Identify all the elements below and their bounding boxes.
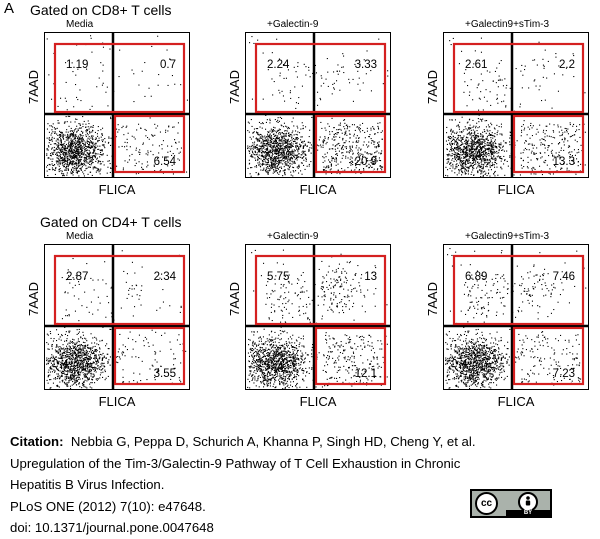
- condition-label: Media: [66, 231, 93, 242]
- quadrant-value-upper-left: 2.24: [267, 59, 289, 71]
- quadrant-value-upper-right: 7.46: [553, 271, 575, 283]
- gate-upper: [454, 44, 583, 112]
- citation-doi: doi: 10.1371/journal.pone.0047648: [10, 517, 476, 539]
- panel-letter: A: [4, 0, 14, 17]
- flow-plot: 2.24 3.33 20.9: [245, 32, 391, 178]
- quadrant-value-lower-right: 3.55: [154, 368, 176, 380]
- by-label: BY: [506, 510, 550, 517]
- quadrant-value-upper-left: 1.19: [66, 59, 88, 71]
- y-axis-label: 7AAD: [425, 70, 440, 104]
- y-axis-label: 7AAD: [26, 282, 41, 316]
- quadrant-value-lower-right: 7.23: [553, 368, 575, 380]
- y-axis-label: 7AAD: [425, 282, 440, 316]
- x-axis-label: FLICA: [443, 182, 589, 197]
- y-axis-label: 7AAD: [227, 282, 242, 316]
- flow-plot: 5.75 13 12.1: [245, 244, 391, 390]
- flow-plot: 1.19 0.7 6.54: [44, 32, 190, 178]
- condition-label: +Galectin9+sTim-3: [465, 19, 549, 30]
- quadrant-value-upper-right: 13: [364, 271, 377, 283]
- quadrant-value-lower-right: 12.1: [355, 368, 377, 380]
- quadrant-value-lower-right: 13.3: [553, 156, 575, 168]
- flow-plot: 2.87 2:34 3.55: [44, 244, 190, 390]
- section-title-cd4: Gated on CD4+ T cells: [40, 214, 182, 230]
- cc-icon: cc: [475, 492, 498, 515]
- citation-journal: PLoS ONE (2012) 7(10): e47648.: [10, 496, 476, 518]
- quadrant-value-upper-right: 0.7: [160, 59, 176, 71]
- condition-label: Media: [66, 19, 93, 30]
- flow-plot: 6.89 7.46 7.23: [443, 244, 589, 390]
- cc-by-icon: cc BY: [470, 489, 552, 518]
- gate-upper: [256, 256, 385, 324]
- x-axis-label: FLICA: [245, 182, 391, 197]
- y-axis-label: 7AAD: [227, 70, 242, 104]
- condition-label: +Galectin9+sTim-3: [465, 231, 549, 242]
- citation-block: Citation: Nebbia G, Peppa D, Schurich A,…: [10, 431, 476, 539]
- y-axis-label: 7AAD: [26, 70, 41, 104]
- person-icon: [518, 492, 538, 512]
- condition-label: +Galectin-9: [267, 19, 318, 30]
- quadrant-value-lower-right: 6.54: [154, 156, 176, 168]
- quadrant-value-upper-left: 5.75: [267, 271, 289, 283]
- citation-title-line1: Upregulation of the Tim-3/Galectin-9 Pat…: [10, 453, 476, 475]
- quadrant-value-upper-right: 2:34: [154, 271, 176, 283]
- quadrant-value-lower-right: 20.9: [355, 156, 377, 168]
- citation-authors: Nebbia G, Peppa D, Schurich A, Khanna P,…: [71, 434, 476, 449]
- x-axis-label: FLICA: [44, 394, 190, 409]
- quadrant-value-upper-right: 2.2: [559, 59, 575, 71]
- citation-label: Citation:: [10, 434, 63, 449]
- x-axis-label: FLICA: [245, 394, 391, 409]
- x-axis-label: FLICA: [44, 182, 190, 197]
- x-axis-label: FLICA: [443, 394, 589, 409]
- quadrant-value-upper-right: 3.33: [355, 59, 377, 71]
- condition-label: +Galectin-9: [267, 231, 318, 242]
- citation-title-line2: Hepatitis B Virus Infection.: [10, 474, 476, 496]
- quadrant-value-upper-left: 2.87: [66, 271, 88, 283]
- quadrant-value-upper-left: 2.61: [465, 59, 487, 71]
- gate-upper: [55, 256, 184, 324]
- section-title-cd8: Gated on CD8+ T cells: [30, 2, 172, 18]
- quadrant-value-upper-left: 6.89: [465, 271, 487, 283]
- gate-upper: [55, 44, 184, 112]
- gate-upper: [256, 44, 385, 112]
- flow-plot: 2.61 2.2 13.3: [443, 32, 589, 178]
